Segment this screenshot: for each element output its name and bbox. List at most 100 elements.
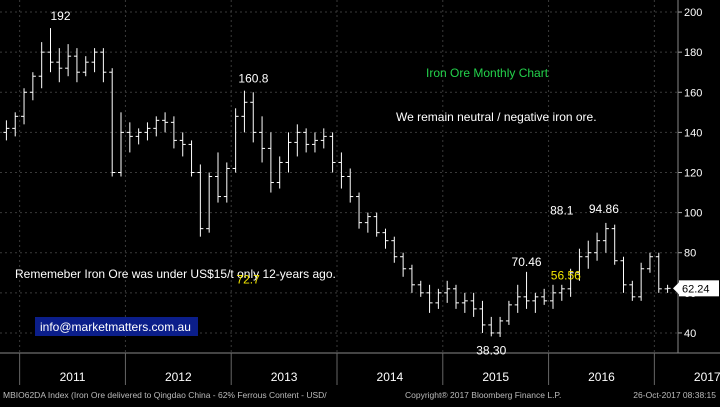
contact-box: [35, 317, 198, 336]
ohlc-bar: [514, 284, 521, 313]
ohlc-bar: [461, 292, 468, 313]
footer-timestamp: 26-Oct-2017 08:38:15: [633, 390, 716, 400]
x-tick-label: 2015: [482, 370, 509, 384]
ohlc-bar: [12, 112, 19, 137]
ohlc-bar: [250, 92, 257, 143]
ohlc-bar: [602, 222, 609, 253]
ohlc-bar: [47, 28, 54, 73]
ohlc-bar: [285, 132, 292, 173]
ohlc-bar: [259, 116, 266, 163]
ohlc-bar: [126, 122, 133, 153]
ohlc-bar: [408, 264, 415, 293]
ohlc-bar: [276, 156, 283, 189]
ohlc-bar: [29, 72, 36, 101]
chart-title: Iron Ore Monthly Chart: [426, 66, 549, 80]
ohlc-bar: [585, 240, 592, 269]
x-tick-label: 2014: [377, 370, 404, 384]
ohlc-bar: [91, 48, 98, 73]
y-tick-label: 120: [684, 167, 702, 179]
ohlc-bar: [223, 162, 230, 203]
last-value-pointer: [673, 282, 679, 295]
annotation-label: 56.56: [551, 269, 581, 283]
ohlc-bar: [347, 168, 354, 203]
ohlc-bar: [73, 48, 80, 83]
axis-layer: 4060801001201401601802002011201220132014…: [0, 0, 720, 385]
ohlc-bar: [541, 288, 548, 305]
ohlc-bar: [435, 288, 442, 309]
ohlc-bar: [311, 132, 318, 153]
ohlc-bar: [109, 68, 116, 177]
ohlc-bar: [118, 112, 125, 177]
bars-layer: [3, 28, 671, 337]
ohlc-bar: [241, 90, 248, 133]
annotation-label: 72.7: [236, 272, 260, 286]
annotation-label: 38.30: [476, 343, 506, 357]
last-value-tag: [679, 280, 719, 297]
ohlc-bar: [56, 48, 63, 83]
ohlc-bar: [3, 120, 10, 141]
ohlc-bar: [232, 108, 239, 173]
ohlc-bar: [400, 252, 407, 277]
x-tick-label: 2011: [60, 370, 86, 384]
ohlc-bar: [532, 292, 539, 313]
ohlc-bar: [197, 164, 204, 237]
last-value-label: 62.24: [682, 283, 710, 295]
label-layer: Iron Ore Monthly Chart We remain neutral…: [15, 9, 619, 357]
ohlc-bar: [620, 256, 627, 293]
ohlc-bar: [594, 232, 601, 261]
ohlc-bar: [479, 300, 486, 333]
ohlc-bar: [417, 280, 424, 297]
ohlc-bar: [444, 280, 451, 303]
ohlc-bar: [162, 112, 169, 133]
ohlc-bar: [426, 284, 433, 313]
ohlc-bar: [214, 152, 221, 203]
ohlc-bar: [453, 284, 460, 309]
grid-layer: [0, 0, 678, 353]
x-tick-label: 2016: [588, 370, 615, 384]
ohlc-bar: [505, 300, 512, 325]
ohlc-bar: [179, 132, 186, 157]
ohlc-bar: [523, 271, 530, 309]
ohlc-bar: [170, 116, 177, 149]
ohlc-bar: [638, 262, 645, 301]
x-tick-label: 2017: [694, 370, 720, 384]
ohlc-bar: [100, 48, 107, 83]
ohlc-bar: [294, 124, 301, 157]
ohlc-bar: [303, 128, 310, 153]
ohlc-bar: [364, 212, 371, 233]
ohlc-bar: [567, 268, 574, 297]
ohlc-bar: [576, 248, 583, 281]
ohlc-bar: [646, 252, 653, 273]
ohlc-bar: [470, 292, 477, 317]
y-tick-label: 180: [684, 47, 702, 59]
ohlc-bar: [206, 172, 213, 233]
annotation-label: 160.8: [238, 72, 268, 86]
x-tick-label: 2012: [165, 370, 192, 384]
contact-email: info@marketmatters.com.au: [40, 320, 191, 334]
y-tick-label: 200: [684, 7, 702, 19]
ohlc-bar: [655, 252, 662, 293]
ohlc-bar: [21, 88, 28, 125]
ohlc-bar: [488, 316, 495, 337]
annotation-label: 94.86: [589, 202, 619, 216]
y-tick-label: 100: [684, 208, 702, 220]
footer-copyright: Copyright® 2017 Bloomberg Finance L.P.: [405, 390, 562, 400]
y-tick-label: 80: [684, 248, 696, 260]
chart-note: Rememeber Iron Ore was under US$15/t onl…: [15, 267, 336, 281]
y-tick-label: 160: [684, 87, 702, 99]
footer-bar: MBIO62DA Index (Iron Ore delivered to Qi…: [0, 388, 720, 402]
ohlc-bar: [664, 284, 671, 293]
ohlc-bar: [611, 224, 618, 265]
y-tick-label: 140: [684, 127, 702, 139]
annotation-label: 88.1: [550, 203, 574, 217]
annotation-label: 70.46: [512, 255, 542, 269]
x-tick-label: 2013: [271, 370, 298, 384]
footer-source: MBIO62DA Index (Iron Ore delivered to Qi…: [3, 390, 327, 400]
ohlc-bar: [373, 212, 380, 237]
ohlc-bar: [82, 56, 89, 77]
plot-background: [0, 0, 678, 353]
ohlc-bar: [382, 228, 389, 249]
y-tick-label: 40: [684, 328, 696, 340]
